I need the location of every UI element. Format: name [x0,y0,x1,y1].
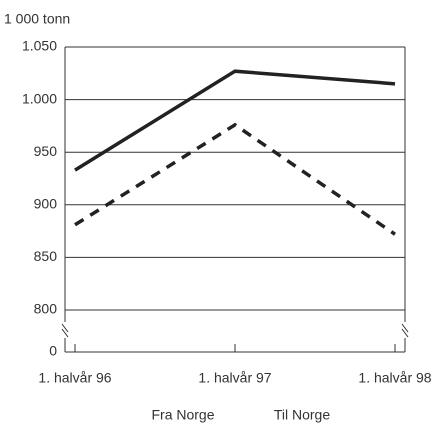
x-tick-label: 1. halvår 98 [358,370,431,386]
axis-break [61,323,69,333]
x-tick-label: 1. halvår 96 [38,370,111,386]
y-tick-label: 1.000 [22,90,57,106]
y-tick-label: 900 [34,196,58,212]
axis-break [61,328,69,338]
axis-break [401,328,409,338]
axis-break [401,323,409,333]
y-tick-label: 800 [34,301,58,317]
legend-label: Til Norge [274,407,330,423]
legend-label: Fra Norge [151,407,214,423]
y-tick-label: 0 [49,343,57,359]
x-tick-label: 1. halvår 97 [198,370,271,386]
y-axis-label: 1 000 tonn [4,11,70,27]
series-line [74,69,396,172]
y-tick-label: 1.050 [22,38,57,54]
series-line [74,122,396,236]
y-tick-label: 950 [34,143,58,159]
y-tick-label: 850 [34,248,58,264]
